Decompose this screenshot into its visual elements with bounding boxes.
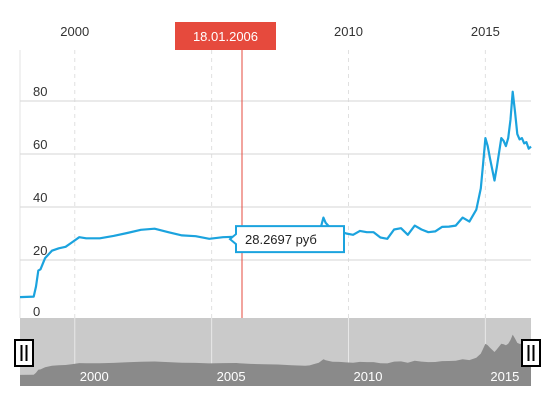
y-tick-label: 80 bbox=[33, 84, 47, 99]
horizontal-grid bbox=[20, 100, 531, 261]
x-tick-label: 2015 bbox=[471, 24, 500, 39]
y-tick-label: 0 bbox=[33, 304, 40, 319]
right-handle-box bbox=[521, 339, 541, 367]
y-tick-label: 20 bbox=[33, 243, 47, 258]
x-tick-label: 2010 bbox=[334, 24, 363, 39]
y-tick-label: 60 bbox=[33, 137, 47, 152]
x-tick-label: 2000 bbox=[60, 24, 89, 39]
nav-tick-label: 2015 bbox=[490, 369, 519, 384]
navigator-area bbox=[20, 334, 531, 386]
plot-area bbox=[20, 50, 531, 318]
date-badge-text: 18.01.2006 bbox=[193, 29, 258, 44]
date-badge-background bbox=[175, 22, 276, 50]
left-handle-box bbox=[14, 339, 34, 367]
tooltip-text: 28.2697 руб bbox=[245, 232, 317, 247]
nav-tick-label: 2005 bbox=[217, 369, 246, 384]
crosshair-date-badge: 18.01.2006 bbox=[175, 22, 276, 50]
tooltip-box bbox=[228, 225, 345, 254]
navigator-left-handle[interactable] bbox=[14, 339, 34, 367]
y-axis-labels: 0 20 40 60 80 bbox=[33, 84, 47, 319]
nav-tick-label: 2010 bbox=[354, 369, 383, 384]
x-axis-labels: 2000 2010 2015 bbox=[60, 24, 500, 39]
price-series-line[interactable] bbox=[19, 90, 532, 299]
nav-tick-label: 2000 bbox=[80, 369, 109, 384]
value-tooltip: 28.2697 руб bbox=[228, 225, 345, 254]
navigator-right-handle[interactable] bbox=[521, 339, 541, 367]
y-tick-label: 40 bbox=[33, 190, 47, 205]
navigator-labels: 2000 2005 2010 2015 bbox=[80, 369, 520, 384]
range-navigator[interactable]: 2000 2005 2010 2015 bbox=[14, 318, 541, 386]
